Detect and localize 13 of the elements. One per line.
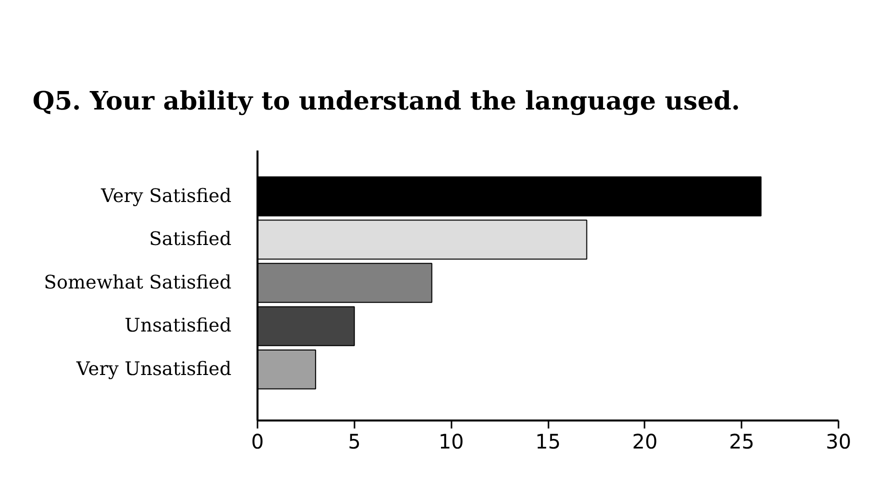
y-tick-label: Satisfied bbox=[149, 229, 232, 250]
x-tick-label: 5 bbox=[348, 430, 361, 454]
y-tick-label: Very Unsatisfied bbox=[75, 358, 232, 380]
x-tick-label: 15 bbox=[535, 430, 561, 454]
x-tick-label: 0 bbox=[251, 430, 264, 454]
y-tick-label: Very Satisfied bbox=[100, 186, 232, 207]
x-tick-label: 25 bbox=[728, 430, 754, 454]
x-tick-label: 30 bbox=[826, 430, 852, 454]
x-tick-label: 10 bbox=[438, 430, 464, 454]
x-tick-label: 20 bbox=[632, 430, 658, 454]
y-tick-label: Somewhat Satisfied bbox=[44, 272, 232, 294]
chart-title: Q5. Your ability to understand the language used. bbox=[32, 86, 740, 116]
y-tick-label: Unsatisfied bbox=[124, 316, 232, 337]
